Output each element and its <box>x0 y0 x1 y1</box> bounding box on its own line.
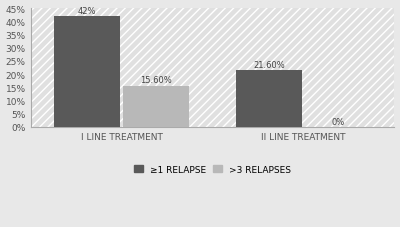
Bar <box>54 17 120 127</box>
Legend: ≥1 RELAPSE, >3 RELAPSES: ≥1 RELAPSE, >3 RELAPSES <box>130 161 295 177</box>
Text: 0%: 0% <box>332 117 345 126</box>
FancyBboxPatch shape <box>30 9 394 127</box>
Bar <box>123 86 189 127</box>
Text: 42%: 42% <box>78 7 96 16</box>
Bar <box>236 71 302 127</box>
Text: 15.60%: 15.60% <box>140 76 172 85</box>
Text: 21.60%: 21.60% <box>253 60 285 69</box>
